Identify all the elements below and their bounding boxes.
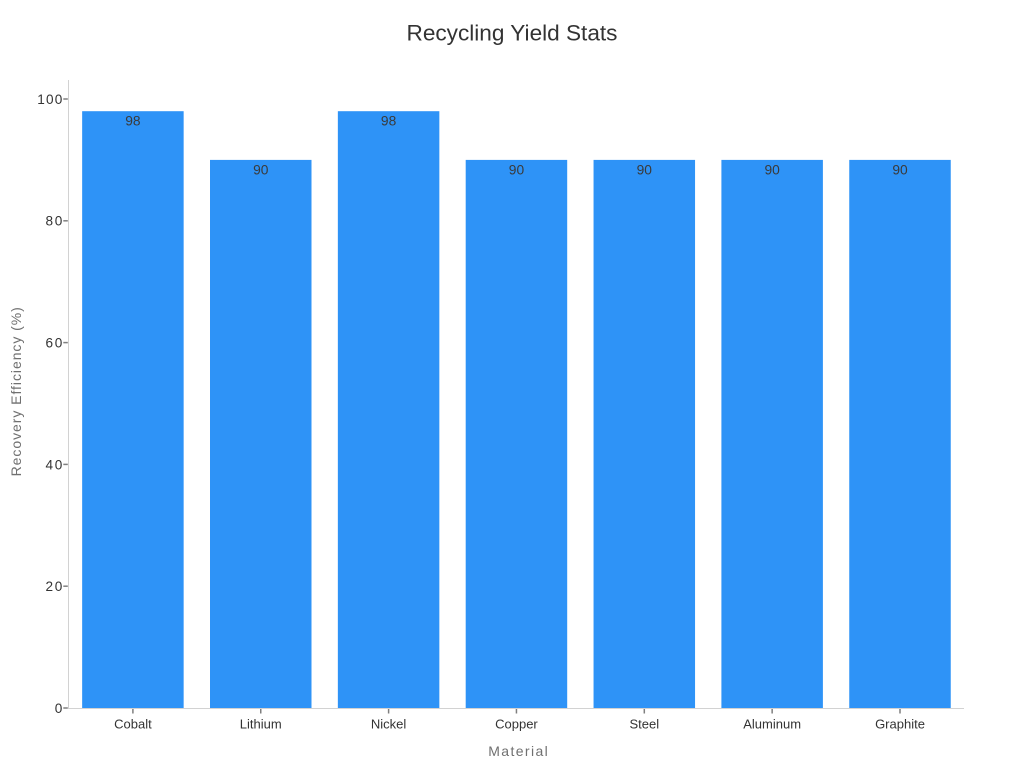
svg-text:80: 80 [46, 214, 63, 229]
svg-text:90: 90 [637, 162, 653, 177]
svg-text:Aluminum: Aluminum [743, 717, 801, 732]
svg-text:Copper: Copper [495, 717, 538, 732]
svg-text:90: 90 [509, 162, 525, 177]
svg-text:Material: Material [488, 743, 548, 759]
svg-text:100: 100 [37, 92, 62, 107]
svg-text:Recovery Efficiency (%): Recovery Efficiency (%) [8, 306, 24, 476]
svg-text:Steel: Steel [629, 717, 659, 732]
svg-text:90: 90 [253, 162, 269, 177]
svg-text:Nickel: Nickel [371, 717, 407, 732]
svg-text:Cobalt: Cobalt [114, 717, 152, 732]
svg-text:Graphite: Graphite [875, 717, 925, 732]
svg-text:98: 98 [125, 114, 141, 129]
svg-text:20: 20 [46, 579, 63, 594]
svg-text:Lithium: Lithium [240, 717, 282, 732]
svg-text:40: 40 [46, 457, 63, 472]
svg-text:90: 90 [764, 162, 780, 177]
svg-text:98: 98 [381, 114, 397, 129]
svg-text:Recycling Yield Stats: Recycling Yield Stats [407, 21, 618, 46]
svg-text:60: 60 [46, 336, 63, 351]
svg-text:0: 0 [55, 701, 63, 716]
svg-text:90: 90 [892, 162, 908, 177]
